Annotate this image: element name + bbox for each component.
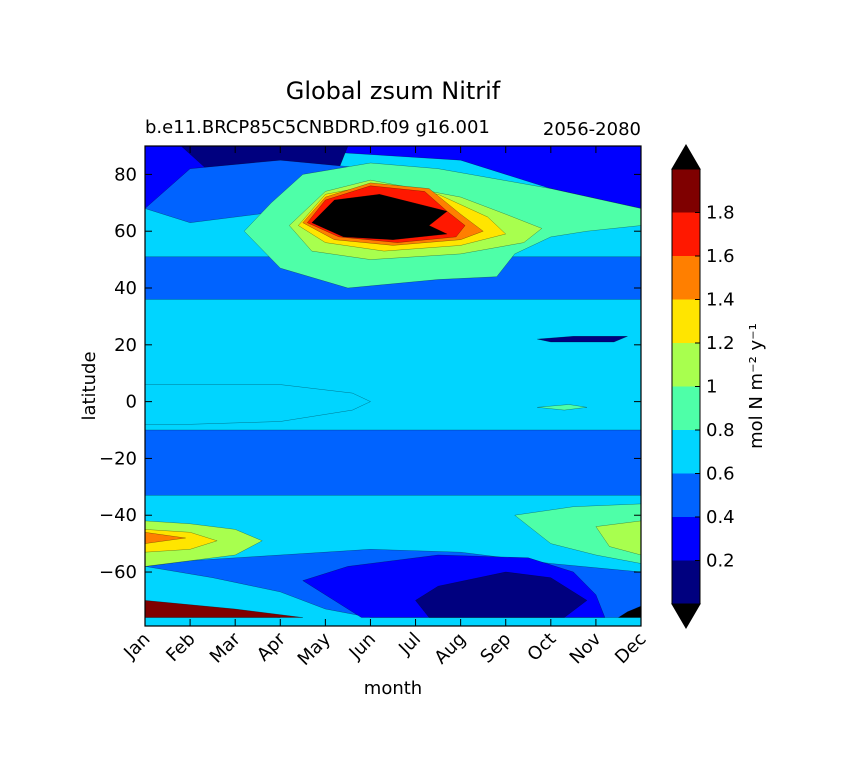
y-tick-label: 20 [114, 335, 137, 356]
colorbar-tick-label: 1.4 [706, 290, 735, 311]
colorbar-tick-label: 0.8 [706, 420, 735, 441]
plot-area [145, 146, 641, 626]
y-axis-label: latitude [79, 351, 100, 420]
x-tick-label: Jan [119, 629, 154, 664]
chart-subtitle-left: b.e11.BRCP85C5CNBDRD.f09 g16.001 [145, 117, 490, 138]
colorbar-tick-label: 0.2 [706, 551, 735, 572]
colorbar-segment [672, 256, 700, 300]
x-tick-label: Dec [611, 629, 650, 668]
colorbar-segment [672, 430, 700, 474]
chart-title: Global zsum Nitrif [286, 77, 501, 105]
x-tick-label: Aug [430, 629, 470, 669]
colorbar-tick-label: 1.6 [706, 246, 735, 267]
y-tick-label: 80 [114, 164, 137, 185]
contour-region [514, 503, 641, 564]
colorbar-segment [672, 386, 700, 430]
contour-region [145, 384, 371, 425]
x-tick-label: Sep [476, 629, 515, 668]
y-tick-label: −60 [99, 562, 137, 583]
x-tick-label: Jul [394, 629, 425, 660]
colorbar-label: mol N m⁻² y⁻¹ [746, 323, 767, 449]
x-axis-label: month [364, 678, 422, 699]
colorbar-segment [672, 560, 700, 604]
contour-region [617, 605, 641, 618]
x-tick-label: Jun [345, 629, 380, 664]
y-axis: 80 60 40 20 0 −20 −40 −60 [99, 164, 641, 583]
contour-region [145, 532, 186, 544]
colorbar-segment [672, 343, 700, 387]
colorbar-tick-label: 0.4 [706, 507, 735, 528]
colorbar-tick-label: 1.2 [706, 333, 735, 354]
contour-region [145, 600, 303, 618]
x-tick-label: Apr [253, 628, 290, 665]
contour-region [415, 571, 588, 618]
y-tick-label: 60 [114, 221, 137, 242]
plot-frame [144, 145, 642, 627]
x-tick-label: Oct [523, 629, 560, 666]
colorbar-segment [672, 473, 700, 517]
colorbar-tick-label: 1.8 [706, 203, 735, 224]
contour-region [595, 520, 641, 556]
x-tick-label: Nov [566, 628, 606, 668]
contour-region [537, 336, 628, 343]
colorbar-segment [672, 299, 700, 343]
contour-region [311, 194, 448, 240]
contour-region [537, 404, 587, 411]
x-tick-label: Feb [162, 629, 199, 666]
y-tick-label: −40 [99, 505, 137, 526]
colorbar-extend-top [671, 144, 701, 170]
y-tick-label: 40 [114, 278, 137, 299]
colorbar-segment [672, 517, 700, 561]
chart-subtitle-right: 2056-2080 [543, 119, 641, 140]
colorbar-segment [672, 169, 700, 213]
colorbar: 0.2 0.4 0.6 0.8 1 1.2 1.4 1.6 1.8 [671, 144, 735, 629]
x-tick-label: Mar [206, 628, 245, 667]
colorbar-segment [672, 212, 700, 256]
colorbar-tick-label: 0.6 [706, 464, 735, 485]
colorbar-extend-bottom [671, 603, 701, 629]
colorbar-tick-label: 1 [706, 377, 717, 398]
contour-region [145, 429, 641, 496]
x-tick-label: May [294, 628, 335, 669]
y-tick-label: 0 [126, 392, 137, 413]
y-tick-label: −20 [99, 448, 137, 469]
